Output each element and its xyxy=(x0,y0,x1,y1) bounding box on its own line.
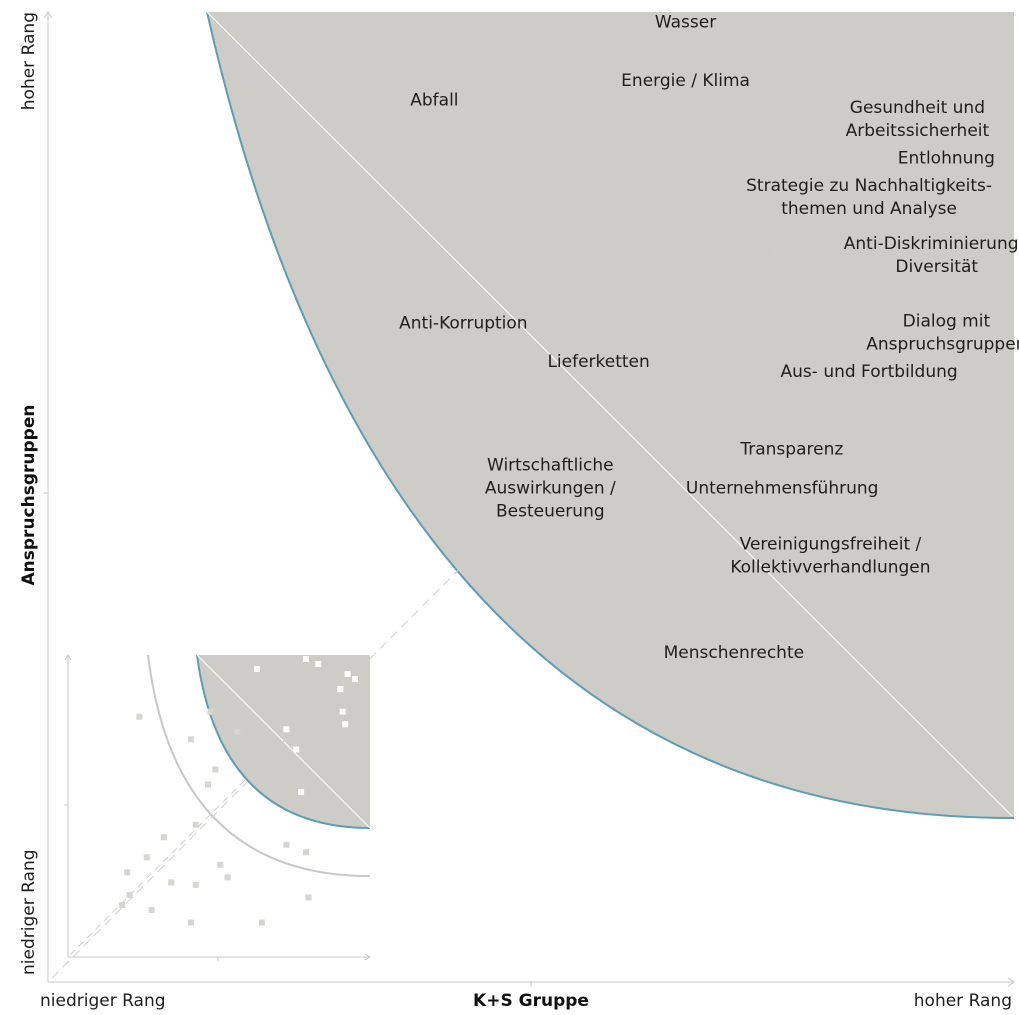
inset-point-32 xyxy=(187,919,194,926)
x-axis-title: K+S Gruppe xyxy=(473,991,589,1011)
topic-label-line: Strategie zu Nachhaltigkeits- xyxy=(746,176,992,196)
topic-label-4: Entlohnung xyxy=(898,149,995,169)
inset-point-29 xyxy=(126,891,133,898)
topic-label-line: Besteuerung xyxy=(496,501,605,521)
topic-label-3: Gesundheit und Arbeitssicherheit xyxy=(846,98,990,141)
topic-label-line: Kollektivverhandlungen xyxy=(730,558,930,578)
region-inner-diagonal xyxy=(206,11,1013,817)
inset-point-20 xyxy=(160,834,167,841)
topic-label-line: Energie / Klima xyxy=(621,71,750,91)
priority-region-edge xyxy=(206,11,1015,820)
inset-point-5 xyxy=(337,686,344,693)
axis-labels: niedriger Rang K+S Gruppe hoher Rang hoh… xyxy=(19,12,1012,1011)
topic-label-line: Diversität xyxy=(895,257,978,277)
inset-point-11 xyxy=(234,728,241,735)
topic-label-line: Anti-Diskriminierung / xyxy=(844,234,1019,254)
inset-point-2 xyxy=(254,666,260,673)
inset-point-1 xyxy=(315,661,322,668)
inset-point-22 xyxy=(143,854,150,861)
topic-label-line: themen und Analyse xyxy=(781,199,957,219)
inset-threshold-arc xyxy=(147,654,371,877)
topic-label-6: Anti-Diskriminierung / Diversität xyxy=(844,234,1019,277)
topic-label-8: Anti-Korruption xyxy=(399,313,527,333)
topic-label-line: Transparenz xyxy=(739,440,843,460)
y-axis-arrow xyxy=(43,11,53,19)
y-tick-low-label: niedriger Rang xyxy=(19,849,39,975)
topic-label-7: Dialog mit Anspruchsgruppen xyxy=(866,312,1019,355)
topic-label-15: Menschenrechte xyxy=(664,643,804,663)
topic-label-line: Unternehmensführung xyxy=(686,478,879,498)
topic-label-line: Menschenrechte xyxy=(664,643,804,663)
inset-point-6 xyxy=(339,708,346,715)
topic-label-12: Wirtschaftliche Auswirkungen / Besteuerung xyxy=(485,455,616,521)
topic-label-line: Auswirkungen / xyxy=(485,478,616,498)
x-tick-high-label: hoher Rang xyxy=(914,991,1012,1011)
inset-point-28 xyxy=(124,869,131,876)
inset-point-4 xyxy=(352,676,358,683)
topic-labels: Wasser Energie / Klima Abfall Gesundheit un… xyxy=(399,13,1019,664)
topic-label-14: Vereinigungsfreiheit / Kollektivverhandlu… xyxy=(730,535,930,578)
main-priority-region xyxy=(206,11,1015,820)
topic-label-line: Anti-Korruption xyxy=(399,313,527,333)
inset-y-arrow xyxy=(64,654,72,661)
inset-point-30 xyxy=(119,901,126,908)
inset-point-31 xyxy=(148,907,155,913)
topic-label-line: Lieferketten xyxy=(547,352,649,372)
inset-region-edge xyxy=(196,654,371,829)
topic-label-2: Abfall xyxy=(410,90,458,110)
inset-point-17 xyxy=(254,796,260,803)
topic-label-line: Entlohnung xyxy=(898,149,995,169)
y-axis-title: Anspruchsgruppen xyxy=(19,405,39,586)
inset-point-3 xyxy=(344,671,351,678)
inset-point-26 xyxy=(168,879,175,886)
inset-point-0 xyxy=(303,656,309,662)
inset-point-33 xyxy=(258,919,265,926)
x-axis-arrow xyxy=(1007,977,1015,987)
inset-point-8 xyxy=(207,708,214,715)
axes xyxy=(43,11,1015,987)
inset-point-10 xyxy=(283,726,290,733)
topic-label-line: Wirtschaftliche xyxy=(487,455,614,475)
inset-point-19 xyxy=(283,841,290,848)
topic-label-5: Strategie zu Nachhaltigkeits-themen und … xyxy=(746,176,992,219)
inset-point-14 xyxy=(212,766,219,773)
inset-point-12 xyxy=(293,746,300,753)
topic-label-line: Wasser xyxy=(655,13,716,33)
topic-label-line: Anspruchsgruppen xyxy=(866,335,1019,355)
topic-label-line: Abfall xyxy=(410,90,458,110)
topic-label-line: Gesundheit und xyxy=(850,98,985,118)
inset-point-13 xyxy=(187,736,194,743)
topic-label-line: Dialog mit xyxy=(903,312,991,332)
inset-point-18 xyxy=(192,821,199,828)
topic-label-13: Unternehmensführung xyxy=(686,478,879,498)
topic-label-11: Transparenz xyxy=(739,440,843,460)
inset-point-15 xyxy=(205,781,211,788)
topic-label-0: Wasser xyxy=(655,13,716,33)
inset-point-21 xyxy=(303,849,309,856)
inset-point-24 xyxy=(224,874,231,881)
inset-point-23 xyxy=(217,861,224,868)
inset-point-27 xyxy=(192,881,199,888)
inset-diagonal xyxy=(69,656,369,956)
y-tick-high-label: hoher Rang xyxy=(19,12,39,110)
inset-point-25 xyxy=(305,894,312,901)
inset-point-9 xyxy=(136,713,143,720)
main-diagonal xyxy=(51,15,1011,979)
topic-label-line: Vereinigungsfreiheit / xyxy=(740,535,922,555)
topic-label-10: Aus- und Fortbildung xyxy=(781,362,958,382)
topic-label-line: Arbeitssicherheit xyxy=(846,121,990,141)
topic-label-1: Energie / Klima xyxy=(621,71,750,91)
topic-label-line: Aus- und Fortbildung xyxy=(781,362,958,382)
inset-point-16 xyxy=(298,789,305,796)
inset-chart xyxy=(64,654,371,961)
x-tick-low-label: niedriger Rang xyxy=(40,991,166,1011)
topic-label-9: Lieferketten xyxy=(547,352,649,372)
inset-point-7 xyxy=(342,721,349,728)
inset-x-arrow xyxy=(364,953,371,961)
